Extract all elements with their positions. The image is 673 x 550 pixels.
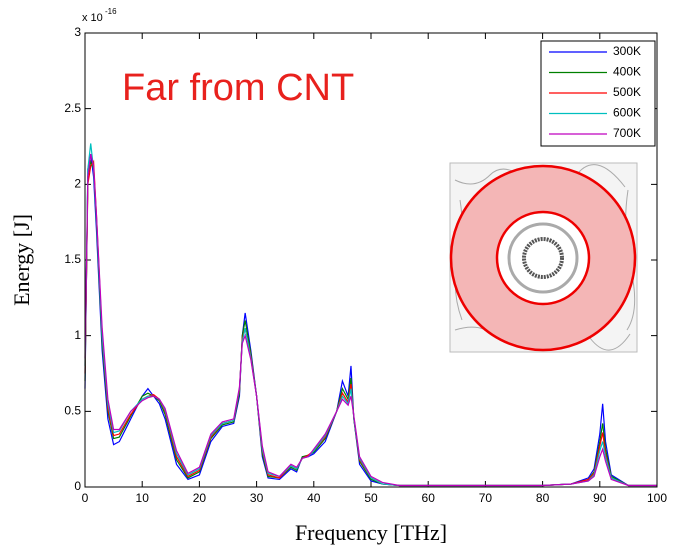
x-tick-label: 60 (422, 491, 436, 505)
y-scale-base: x 10 (82, 12, 103, 24)
inset-image (449, 162, 638, 353)
plot-frame (84, 32, 658, 488)
x-tick-label: 50 (364, 491, 378, 505)
x-tick-label: 0 (82, 491, 89, 505)
y-tick-label: 1 (74, 328, 81, 342)
annotation: Far from CNT (122, 67, 354, 109)
x-tick-label: 10 (136, 491, 150, 505)
x-tick-label: 90 (593, 491, 607, 505)
legend-label: 400K (613, 65, 641, 79)
x-tick-label: 80 (536, 491, 550, 505)
x-tick-label: 100 (647, 491, 667, 505)
legend-label: 700K (613, 126, 641, 140)
x-tick-label: 20 (193, 491, 207, 505)
y-tick-label: 2.5 (64, 101, 81, 115)
x-tick-label: 70 (479, 491, 493, 505)
legend: 300K 400K 500K 600K 700K (540, 40, 656, 147)
nanotube (522, 237, 564, 279)
y-tick-label: 3 (74, 25, 81, 39)
legend-label: 500K (613, 85, 641, 99)
y-axis-label: Energy [J] (9, 214, 34, 306)
y-tick-label: 1.5 (64, 252, 81, 266)
inner-texture (507, 222, 579, 294)
x-axis-label: Frequency [THz] (295, 520, 447, 545)
y-tick-label: 0 (74, 479, 81, 493)
legend-label: 300K (613, 44, 641, 58)
series-line (84, 153, 657, 487)
x-tick-label: 30 (250, 491, 264, 505)
x-tick-label: 40 (307, 491, 321, 505)
legend-label: 600K (613, 106, 641, 120)
y-scale-exponent: -16 (105, 7, 117, 16)
y-tick-label: 2 (74, 177, 81, 191)
y-tick-label: 0.5 (64, 404, 81, 418)
